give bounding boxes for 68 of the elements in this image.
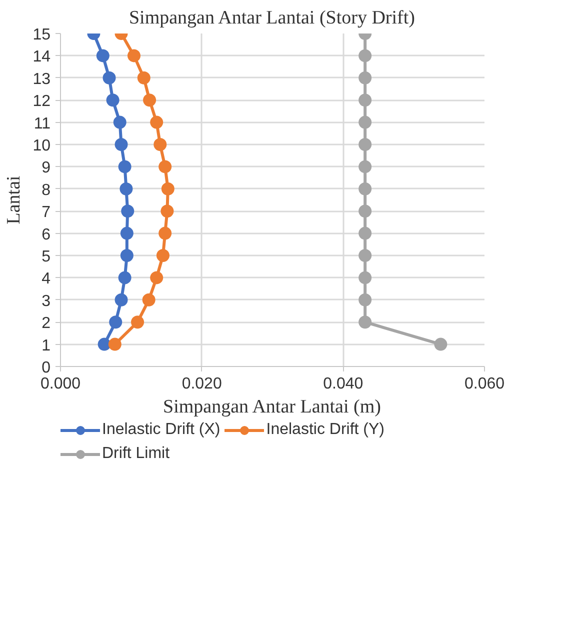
point <box>102 71 116 84</box>
chart-title: Simpangan Antar Lantai (Story Drift) <box>128 8 415 28</box>
y-tick-label: 1 <box>42 337 51 354</box>
y-tick-label: 6 <box>42 226 51 244</box>
y-tick-label: 0 <box>42 360 51 376</box>
y-axis-title: Lantai <box>4 176 25 224</box>
point <box>161 182 174 196</box>
point <box>358 71 372 84</box>
x-axis-title: Simpangan Antar Lantai (m) <box>163 396 381 418</box>
point <box>142 293 156 306</box>
point <box>114 138 128 151</box>
legend-label: Inelastic Drift (Y) <box>266 421 384 439</box>
point <box>358 116 372 129</box>
point <box>358 160 372 174</box>
legend-label: Drift Limit <box>102 445 170 463</box>
point <box>120 249 134 262</box>
point <box>121 204 134 218</box>
point <box>358 49 372 62</box>
point <box>143 94 156 107</box>
point <box>358 226 372 240</box>
point <box>120 182 133 196</box>
legend-label: Inelastic Drift (X) <box>102 421 220 439</box>
point <box>158 160 172 174</box>
point <box>156 249 170 262</box>
point <box>358 182 372 196</box>
y-tick-label: 15 <box>32 26 51 44</box>
point <box>131 316 144 329</box>
point <box>434 338 448 351</box>
point <box>96 49 110 62</box>
point <box>358 204 372 218</box>
point <box>358 316 372 329</box>
point <box>158 226 172 240</box>
point <box>118 160 132 174</box>
y-tick-label: 12 <box>32 93 51 110</box>
y-tick-label: 4 <box>42 270 51 288</box>
y-tick-label: 5 <box>42 248 51 266</box>
point <box>137 71 150 84</box>
point <box>358 94 372 107</box>
point <box>150 116 164 129</box>
point <box>160 204 174 218</box>
y-tick-label: 2 <box>42 315 51 332</box>
y-tick-label: 3 <box>42 292 51 310</box>
point <box>358 293 372 306</box>
point <box>106 94 120 107</box>
x-tick-label: 0.040 <box>323 376 364 392</box>
x-tick-label: 0.000 <box>40 376 81 392</box>
point <box>109 316 122 329</box>
point <box>114 293 128 306</box>
y-tick-label: 10 <box>32 138 51 154</box>
point <box>127 49 140 62</box>
y-tick-label: 14 <box>32 48 51 66</box>
x-tick-label: 0.060 <box>464 376 505 392</box>
y-tick-label: 11 <box>34 115 51 132</box>
y-tick-label: 9 <box>42 160 51 177</box>
y-tick-label: 13 <box>32 70 51 88</box>
point <box>98 338 111 351</box>
point <box>118 271 132 284</box>
point <box>358 249 372 262</box>
y-tick-label: 7 <box>42 204 51 222</box>
point <box>108 338 122 351</box>
point <box>120 226 134 240</box>
x-tick-label: 0.020 <box>182 376 222 392</box>
point <box>154 138 167 151</box>
point <box>358 138 372 151</box>
point <box>113 116 126 129</box>
y-tick-label: 8 <box>42 182 51 199</box>
point <box>150 271 164 284</box>
point <box>358 271 372 284</box>
